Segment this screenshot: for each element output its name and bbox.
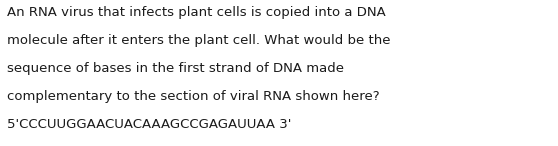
Text: complementary to the section of viral RNA shown here?: complementary to the section of viral RN… [7, 90, 379, 103]
Text: An RNA virus that infects plant cells is copied into a DNA: An RNA virus that infects plant cells is… [7, 6, 386, 19]
Text: sequence of bases in the first strand of DNA made: sequence of bases in the first strand of… [7, 62, 344, 75]
Text: 5'CCCUUGGAACUACAAAGCCGAGAUUAA 3': 5'CCCUUGGAACUACAAAGCCGAGAUUAA 3' [7, 118, 291, 131]
Text: molecule after it enters the plant cell. What would be the: molecule after it enters the plant cell.… [7, 34, 390, 47]
